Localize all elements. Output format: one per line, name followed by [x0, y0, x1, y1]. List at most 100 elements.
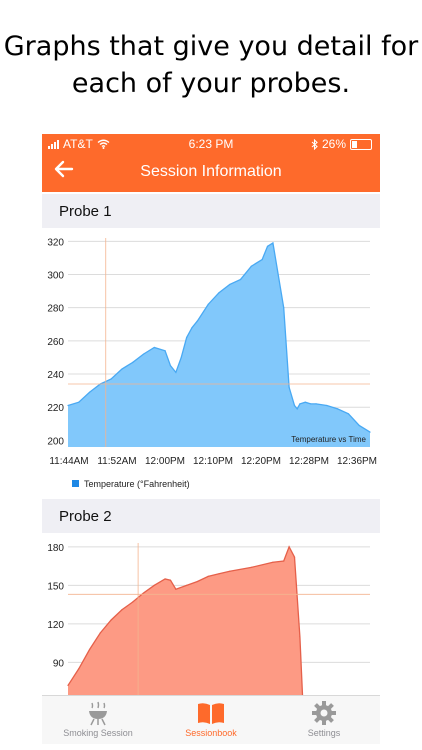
legend-swatch — [72, 480, 79, 487]
data-point — [121, 368, 123, 370]
data-point — [261, 258, 263, 261]
data-point — [153, 346, 155, 349]
data-point — [315, 403, 317, 405]
data-point — [196, 320, 199, 322]
carrier-label: AT&T — [63, 137, 93, 151]
data-point — [180, 356, 182, 359]
data-point — [207, 303, 209, 305]
bluetooth-icon — [311, 138, 318, 150]
data-point — [196, 580, 199, 583]
data-point — [186, 336, 188, 339]
data-point — [272, 242, 274, 244]
data-point — [369, 431, 371, 433]
signal-icon — [48, 139, 59, 149]
battery-icon — [350, 138, 372, 150]
data-point — [191, 326, 193, 329]
headline-line-1: Graphs that give you detail for — [3, 31, 419, 62]
gear-icon — [312, 701, 336, 725]
data-point — [142, 592, 145, 594]
headline-line-2: each of your probes. — [71, 68, 351, 99]
back-arrow-icon[interactable] — [54, 159, 74, 185]
data-point — [110, 378, 112, 380]
wifi-icon — [97, 139, 110, 149]
data-point — [293, 556, 296, 558]
nav-bar: Session Information — [42, 154, 380, 192]
data-point — [239, 278, 242, 281]
data-point — [218, 573, 220, 575]
data-point — [293, 404, 296, 407]
x-tick-label: 12:28PM — [289, 456, 329, 467]
y-tick-label: 150 — [47, 581, 64, 592]
series-area — [68, 546, 303, 697]
data-point — [88, 391, 91, 393]
data-point — [304, 401, 306, 403]
data-point — [164, 578, 166, 580]
data-point — [78, 668, 80, 670]
data-point — [169, 365, 172, 367]
data-point — [78, 401, 80, 403]
data-point — [288, 546, 290, 548]
data-point — [169, 579, 172, 581]
y-tick-label: 320 — [47, 237, 64, 248]
data-point — [272, 561, 274, 563]
tab-sessionbook[interactable]: Sessionbook — [155, 696, 267, 744]
data-point — [67, 404, 69, 407]
data-point — [142, 353, 145, 355]
data-point — [67, 684, 69, 687]
tab-smoking-session[interactable]: Smoking Session — [42, 696, 154, 744]
data-point — [310, 403, 312, 405]
y-tick-label: 280 — [47, 304, 64, 315]
data-point — [283, 560, 285, 562]
phone-screen: AT&T 6:23 PM 26% Session Information Pro… — [42, 134, 380, 744]
y-tick-label: 240 — [47, 370, 64, 381]
x-tick-label: 12:20PM — [241, 456, 281, 467]
x-tick-label: 12:00PM — [145, 456, 185, 467]
data-point — [250, 265, 252, 267]
data-point — [326, 404, 328, 407]
data-point — [132, 361, 134, 364]
data-point — [288, 386, 290, 388]
data-point — [229, 570, 231, 572]
probe-1-label: Probe 1 — [59, 203, 112, 220]
probe-2-label: Probe 2 — [59, 508, 112, 525]
y-tick-label: 260 — [47, 337, 64, 348]
data-point — [207, 575, 209, 577]
data-point — [88, 648, 91, 651]
tab-label-settings: Settings — [307, 728, 341, 738]
data-point — [229, 283, 231, 286]
data-point — [358, 424, 360, 427]
data-point — [132, 601, 134, 603]
probe-1-chart: 200 220 240 260 280 300 320 11:44AM 11:52AM 12:00… — [47, 237, 377, 489]
data-point — [347, 413, 350, 415]
data-point — [186, 584, 188, 586]
x-tick-label: 11:52AM — [97, 456, 136, 467]
y-tick-label: 220 — [47, 403, 64, 414]
probe-2-chart: 90 120 150 180 — [47, 543, 370, 697]
legend-label: Temperature (°Fahrenheit) — [84, 479, 190, 489]
probe-1-header: Probe 1 — [42, 194, 380, 228]
data-point — [296, 408, 298, 410]
grill-icon — [89, 701, 107, 726]
data-point — [110, 619, 112, 621]
battery-percent: 26% — [321, 137, 346, 151]
tab-bar: Smoking Session Sessionbook Settings — [42, 695, 380, 744]
x-tick-label: 12:36PM — [337, 456, 377, 467]
data-point — [250, 566, 252, 568]
data-point — [164, 350, 166, 352]
data-point — [153, 584, 155, 586]
data-point — [175, 371, 177, 373]
data-point — [99, 632, 101, 634]
status-time: 6:23 PM — [188, 137, 234, 151]
x-tick-label: 11:44AM — [49, 456, 88, 467]
y-tick-label: 90 — [53, 658, 65, 669]
probe-2-header: Probe 2 — [42, 499, 380, 533]
y-tick-label: 180 — [47, 543, 64, 554]
data-point — [218, 292, 220, 294]
x-tick-label: 12:10PM — [193, 456, 233, 467]
data-point — [266, 245, 269, 247]
y-tick-label: 300 — [47, 270, 64, 281]
data-point — [299, 636, 301, 638]
tab-settings[interactable]: Settings — [268, 696, 380, 744]
data-point — [337, 408, 339, 410]
y-tick-label: 120 — [47, 620, 64, 631]
